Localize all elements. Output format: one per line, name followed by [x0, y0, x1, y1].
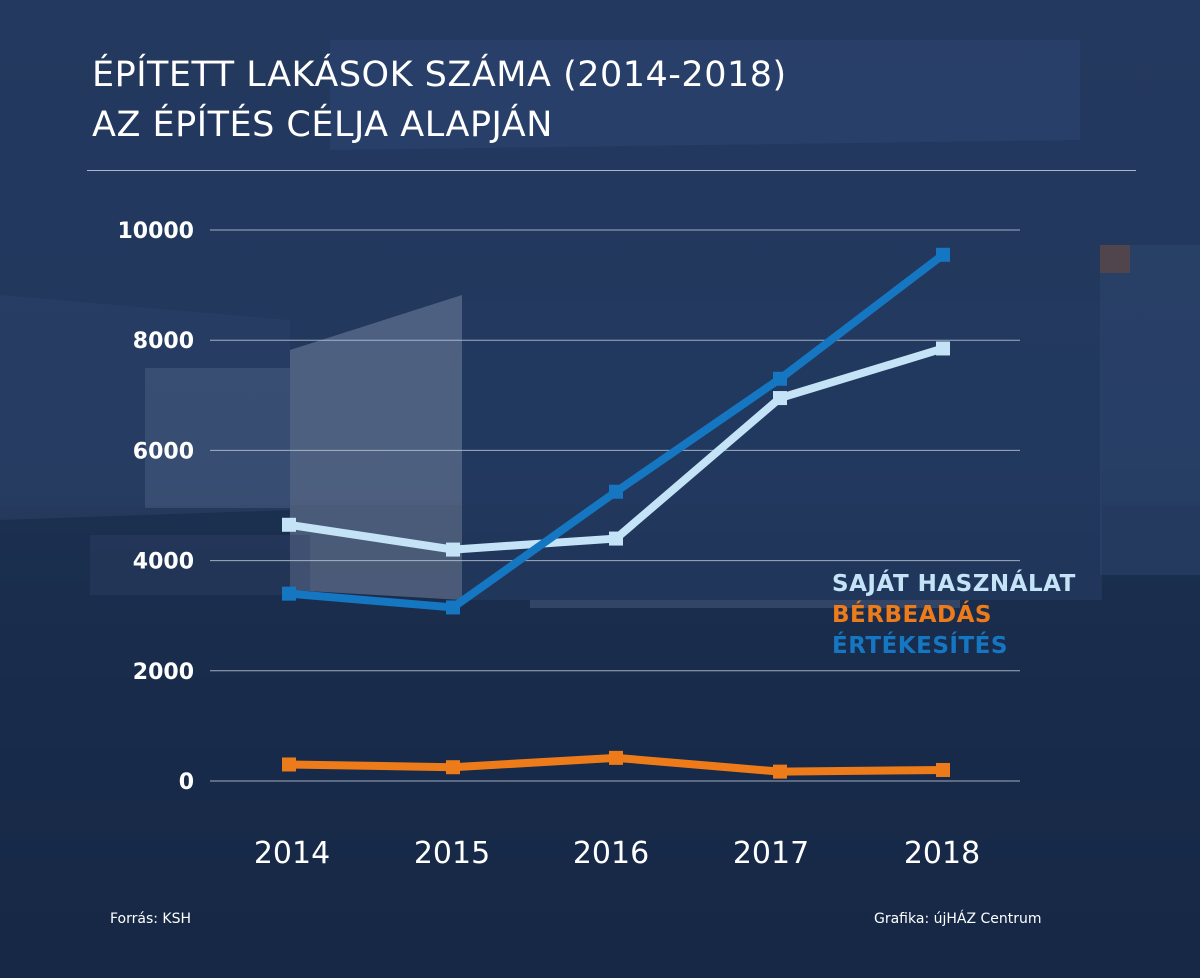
data-point-s1-2018 [936, 762, 950, 777]
source-note: Forrás: KSH [110, 911, 192, 927]
data-point-s0-2014 [282, 517, 296, 532]
chart-title: ÉPÍTETT LAKÁSOK SZÁMA (2014-2018) AZ ÉPÍ… [92, 50, 787, 150]
data-point-s2-2016 [609, 484, 623, 499]
y-tick-label-6000: 6000 [133, 439, 194, 464]
chart-title-line-2: AZ ÉPÍTÉS CÉLJA ALAPJÁN [92, 105, 553, 145]
y-tick-label-10000: 10000 [117, 219, 194, 244]
series-line-0 [288, 344, 945, 554]
x-tick-label-2017: 2017 [733, 836, 809, 871]
data-point-s0-2018 [936, 341, 950, 356]
legend: SAJÁT HASZNÁLAT BÉRBEADÁS ÉRTÉKESÍTÉS [832, 569, 1076, 662]
x-tick-label-2014: 2014 [254, 836, 330, 871]
data-point-s2-2017 [773, 371, 787, 386]
data-point-s2-2018 [936, 247, 950, 262]
data-point-s0-2016 [609, 531, 623, 546]
series-line-2 [288, 251, 946, 612]
x-tick-label-2015: 2015 [414, 836, 490, 871]
data-point-s1-2014 [282, 757, 296, 772]
data-point-s2-2014 [282, 586, 296, 601]
data-point-s1-2016 [609, 750, 623, 765]
y-tick-label-4000: 4000 [133, 550, 194, 575]
legend-item-berbeadas: BÉRBEADÁS [832, 602, 992, 628]
data-point-s0-2015 [446, 542, 460, 557]
graphic-credit: Grafika: újHÁZ Centrum [874, 911, 1042, 927]
x-tick-label-2016: 2016 [573, 836, 649, 871]
y-tick-label-0: 0 [179, 770, 194, 795]
title-divider [87, 170, 1136, 171]
data-point-s0-2017 [773, 391, 787, 406]
data-point-s2-2015 [446, 600, 460, 615]
y-tick-label-8000: 8000 [133, 329, 194, 354]
chart-title-line-1: ÉPÍTETT LAKÁSOK SZÁMA (2014-2018) [92, 55, 787, 95]
data-point-s1-2015 [446, 760, 460, 775]
legend-item-sajat-hasznalat: SAJÁT HASZNÁLAT [832, 571, 1076, 597]
legend-item-ertekesites: ÉRTÉKESÍTÉS [832, 633, 1008, 659]
y-tick-label-2000: 2000 [133, 660, 194, 685]
data-point-s1-2017 [773, 764, 787, 779]
x-tick-label-2018: 2018 [904, 836, 980, 871]
